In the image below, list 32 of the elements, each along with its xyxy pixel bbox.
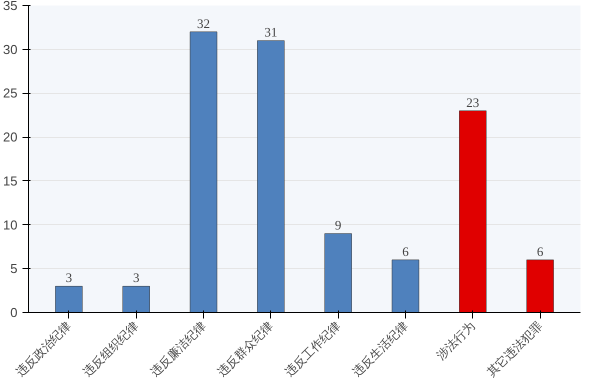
x-tick-label: 违反组织纪律 (80, 318, 142, 380)
data-label: 23 (466, 94, 480, 110)
x-tick-label: 违反生活纪律 (350, 318, 410, 380)
bar (55, 286, 83, 312)
bar (190, 32, 218, 312)
data-label: 32 (197, 16, 210, 31)
x-tick-label: 其它违法犯罪 (484, 318, 546, 380)
y-tick-label: 10 (3, 217, 18, 232)
y-tick-label: 5 (10, 261, 18, 276)
x-tick-label: 违反群众纪律 (214, 318, 276, 380)
x-tick-label: 违反廉洁纪律 (148, 318, 208, 380)
bar (526, 260, 554, 312)
data-label: 3 (132, 270, 140, 286)
data-label: 3 (66, 270, 72, 286)
x-tick-label: 违反政治纪律 (13, 318, 74, 380)
y-tick-label: 30 (3, 42, 18, 57)
bar (459, 110, 487, 312)
bar (122, 286, 150, 312)
data-label: 31 (264, 24, 278, 40)
y-tick-label: 0 (10, 305, 18, 320)
bar (392, 260, 420, 312)
bar (324, 233, 352, 312)
y-tick-label: 15 (3, 173, 18, 188)
bar (257, 40, 285, 312)
y-tick-label: 20 (3, 130, 18, 145)
x-tick-label: 违反工作纪律 (282, 318, 344, 380)
x-tick-label: 涉法行为 (434, 318, 478, 362)
data-label: 6 (402, 244, 410, 259)
y-tick-label: 35 (3, 0, 18, 13)
data-label: 9 (334, 218, 342, 233)
data-label: 6 (536, 244, 544, 259)
y-tick-label: 25 (3, 86, 18, 101)
